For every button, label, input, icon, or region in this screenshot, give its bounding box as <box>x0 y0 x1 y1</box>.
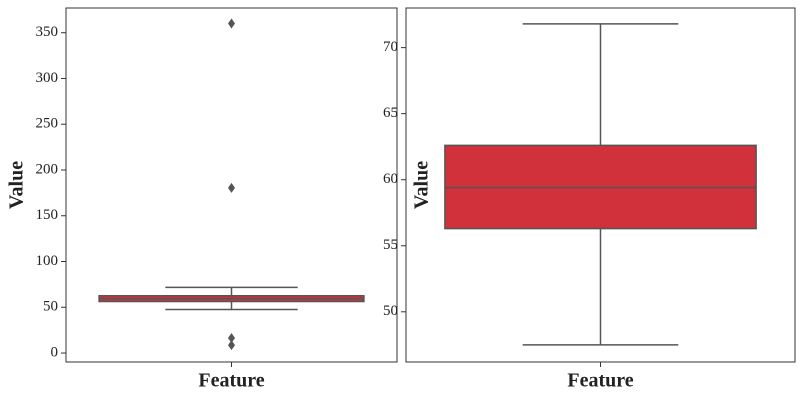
y-axis-label: Value <box>411 161 433 209</box>
y-tick-label: 65 <box>383 105 398 121</box>
y-tick-label: 300 <box>36 70 59 86</box>
y-tick-label: 150 <box>36 207 59 223</box>
y-tick-label: 50 <box>383 303 398 319</box>
x-axis-label: Feature <box>567 370 633 392</box>
outlier <box>228 333 235 344</box>
y-tick-label: 50 <box>43 299 58 315</box>
y-axis-label: Value <box>6 161 28 209</box>
outlier <box>228 340 235 351</box>
x-axis-label: Feature <box>198 370 264 392</box>
y-tick-label: 0 <box>51 344 59 360</box>
y-tick-label: 350 <box>36 24 59 40</box>
y-tick-label: 250 <box>36 116 59 132</box>
outlier <box>228 182 235 193</box>
outlier <box>228 18 235 29</box>
y-tick-label: 100 <box>36 253 59 269</box>
y-tick-label: 60 <box>383 171 398 187</box>
y-tick-label: 200 <box>36 161 59 177</box>
y-tick-label: 55 <box>383 237 398 253</box>
y-tick-label: 70 <box>383 39 398 55</box>
